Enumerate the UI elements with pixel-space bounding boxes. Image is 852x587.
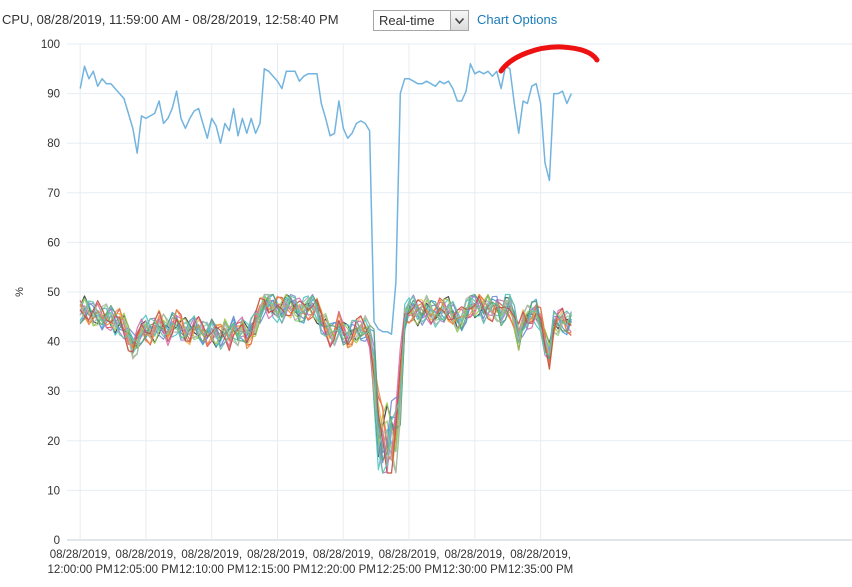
y-tick-label: 90 [47, 89, 60, 101]
x-tick-label: 08/28/2019, 12:15:00 PM [245, 549, 310, 576]
x-tick-label: 08/28/2019, 12:25:00 PM [376, 549, 441, 576]
series-line-10 [79, 293, 572, 451]
annotation-arc [498, 44, 600, 74]
y-tick-label: 40 [47, 337, 60, 349]
x-tick-label: 08/28/2019, 12:35:00 PM [508, 549, 573, 576]
chart-title: CPU, 08/28/2019, 11:59:00 AM - 08/28/201… [2, 12, 339, 27]
y-tick-label: 0 [54, 535, 60, 547]
x-tick-label: 08/28/2019, 12:10:00 PM [179, 549, 244, 576]
x-tick-label: 08/28/2019, 12:30:00 PM [442, 549, 507, 576]
y-tick-label: 80 [47, 138, 60, 150]
x-tick-label: 08/28/2019, 12:20:00 PM [311, 549, 376, 576]
x-tick-label: 08/28/2019, 12:00:00 PM [48, 549, 113, 576]
y-tick-label: 60 [47, 237, 60, 249]
y-axis: 0 10 20 30 40 50 60 70 80 90 100 [41, 39, 60, 547]
series-line-highlight [79, 63, 572, 335]
y-axis-label: % [14, 287, 26, 297]
series-line-15 [79, 294, 572, 474]
x-tick-label: 08/28/2019, 12:05:00 PM [113, 549, 178, 576]
chart-options-link[interactable]: Chart Options [477, 12, 558, 27]
series-line-5 [79, 293, 572, 474]
chart-header: CPU, 08/28/2019, 11:59:00 AM - 08/28/201… [0, 0, 852, 36]
y-tick-label: 100 [41, 39, 60, 51]
series-line-13 [79, 293, 572, 474]
y-tick-label: 20 [47, 436, 60, 448]
y-tick-label: 30 [47, 386, 60, 398]
annotation-mark [498, 44, 600, 74]
range-select[interactable]: Real-time [373, 10, 469, 31]
grid-lines [67, 43, 852, 541]
y-tick-label: 10 [47, 485, 60, 497]
range-select-value: Real-time [379, 13, 435, 28]
y-tick-label: 50 [47, 287, 60, 299]
series-line-14 [79, 295, 572, 474]
y-tick-label: 70 [47, 188, 60, 200]
series-lines [79, 63, 572, 474]
chevron-down-icon[interactable] [450, 11, 468, 30]
